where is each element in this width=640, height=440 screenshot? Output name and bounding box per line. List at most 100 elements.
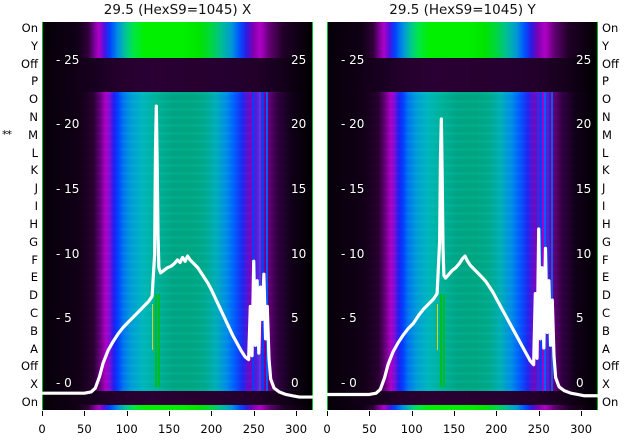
x-tick-label-right-200: 200 xyxy=(485,422,508,436)
panel-title-x: 29.5 (HexS9=1045) X xyxy=(103,2,252,18)
y-tick-y-outer-5: 5 xyxy=(576,311,584,326)
category-tick-right-d-15: D xyxy=(602,288,611,303)
y-tick-y-inner-15: - 15 xyxy=(341,182,365,197)
y-tick-x-inner-20: - 20 xyxy=(56,117,80,132)
y-tick-x-inner-25: - 25 xyxy=(56,52,80,67)
category-tick-left-o-4: O xyxy=(28,92,38,107)
category-tick-left-h-11: H xyxy=(29,216,38,231)
x-tick-label-left-100: 100 xyxy=(115,422,138,436)
category-tick-right-off-2: Off xyxy=(602,56,619,71)
x-tick-mark-left-150 xyxy=(169,411,171,416)
panel-title-y: 29.5 (HexS9=1045) Y xyxy=(389,2,536,18)
y-tick-y-outer-0: 0 xyxy=(576,376,584,391)
vertical-feature-1 xyxy=(158,293,161,387)
x-tick-label-right-250: 250 xyxy=(527,422,550,436)
vertical-feature-7 xyxy=(266,91,269,391)
category-tick-right-l-7: L xyxy=(602,145,609,160)
category-tick-left-k-8: K xyxy=(30,163,38,178)
vertical-feature-7 xyxy=(551,91,554,391)
y-tick-x-outer-15: 15 xyxy=(291,182,307,197)
y-tick-x-outer-10: 10 xyxy=(291,246,307,261)
heatmap-panel-x[interactable] xyxy=(42,22,313,410)
category-tick-right-x-20: X xyxy=(602,377,610,392)
category-tick-right-e-14: E xyxy=(602,270,610,285)
y-tick-x-outer-20: 20 xyxy=(291,117,307,132)
y-tick-y-outer-20: 20 xyxy=(576,117,592,132)
category-tick-right-on-0: On xyxy=(602,21,619,35)
category-tick-left-d-15: D xyxy=(29,288,38,303)
y-tick-y-outer-15: 15 xyxy=(576,182,592,197)
category-tick-left-j-9: J xyxy=(34,181,38,196)
category-tick-left-g-12: G xyxy=(29,234,38,249)
x-tick-mark-right-100 xyxy=(411,411,413,416)
x-tick-mark-left-100 xyxy=(126,411,128,416)
y-tick-y-inner-20: - 20 xyxy=(341,117,365,132)
category-tick-left-p-3: P xyxy=(31,74,38,89)
x-axis-right: 0 50 100 150 200 250 300 xyxy=(323,410,598,440)
x-tick-label-right-0: 0 xyxy=(323,422,331,436)
category-tick-right-k-8: K xyxy=(602,163,610,178)
x-tick-mark-right-250 xyxy=(538,411,540,416)
y-tick-y-inner-5: - 5 xyxy=(341,311,357,326)
y-tick-y-inner-0: - 0 xyxy=(341,376,357,391)
profile-trace-x xyxy=(42,22,313,410)
category-tick-left-x-20: X xyxy=(30,377,38,392)
y-tick-x-outer-25: 25 xyxy=(291,52,307,67)
vertical-feature-4 xyxy=(255,91,258,391)
category-tick-right-o-4: O xyxy=(602,92,612,107)
profile-trace-y xyxy=(327,22,598,410)
category-tick-right-j-9: J xyxy=(602,181,606,196)
x-tick-label-left-300: 300 xyxy=(285,422,308,436)
category-tick-right-y-1: Y xyxy=(602,38,610,53)
vertical-feature-2 xyxy=(437,303,439,351)
x-tick-label-right-100: 100 xyxy=(400,422,423,436)
category-tick-left-f-13: F xyxy=(31,252,38,267)
category-tick-left-e-14: E xyxy=(30,270,38,285)
axis-edge-right-x xyxy=(312,22,313,410)
vertical-feature-4 xyxy=(540,91,543,391)
y-tick-y-inner-10: - 10 xyxy=(341,246,365,261)
y-tick-y-outer-25: 25 xyxy=(576,52,592,67)
category-tick-left-c-16: C xyxy=(29,305,38,320)
category-tick-right-c-16: C xyxy=(602,305,611,320)
x-tick-label-left-50: 50 xyxy=(77,422,92,436)
category-tick-right-h-11: H xyxy=(602,216,611,231)
category-tick-right-off-19: Off xyxy=(602,359,619,374)
x-tick-mark-left-200 xyxy=(211,411,213,416)
heat-band-4 xyxy=(42,404,313,410)
heat-band-4 xyxy=(327,404,598,410)
category-tick-left-y-1: Y xyxy=(30,38,38,53)
category-tick-right-b-17: B xyxy=(602,323,610,338)
vertical-feature-5 xyxy=(543,91,546,391)
x-tick-label-left-250: 250 xyxy=(242,422,265,436)
x-tick-label-left-0: 0 xyxy=(38,422,46,436)
vertical-feature-0 xyxy=(439,293,442,387)
vertical-feature-5 xyxy=(258,91,261,391)
category-tick-right-a-18: A xyxy=(602,341,610,356)
category-tick-left-on-0: On xyxy=(21,21,38,35)
x-tick-mark-right-150 xyxy=(454,411,456,416)
heatmap-panel-y[interactable] xyxy=(327,22,598,410)
y-tick-x-outer-0: 0 xyxy=(291,376,299,391)
category-tick-left-on-21: On xyxy=(21,395,38,409)
x-tick-label-left-150: 150 xyxy=(158,422,181,436)
y-tick-y-inner-25: - 25 xyxy=(341,52,365,67)
x-tick-mark-left-0 xyxy=(42,411,43,416)
category-tick-left-a-18: A xyxy=(30,341,38,356)
category-marker-asterisk: ** xyxy=(2,128,12,141)
vertical-feature-3 xyxy=(252,91,255,391)
category-axis-right: On Y Off P O N M L K J I H G F E D C B A Off X On xyxy=(598,22,640,410)
x-tick-label-left-200: 200 xyxy=(200,422,223,436)
x-tick-label-right-150: 150 xyxy=(443,422,466,436)
x-tick-mark-right-300 xyxy=(581,411,583,416)
heat-band-0 xyxy=(327,22,598,59)
heat-band-1 xyxy=(327,58,598,92)
axis-edge-left-y xyxy=(327,22,328,410)
x-tick-label-right-50: 50 xyxy=(362,422,377,436)
category-tick-right-p-3: P xyxy=(602,74,609,89)
x-tick-mark-left-300 xyxy=(296,411,298,416)
x-tick-mark-right-50 xyxy=(369,411,371,416)
category-tick-right-on-21: On xyxy=(602,395,619,409)
x-axis-left: 0 50 100 150 200 250 300 xyxy=(38,410,313,440)
